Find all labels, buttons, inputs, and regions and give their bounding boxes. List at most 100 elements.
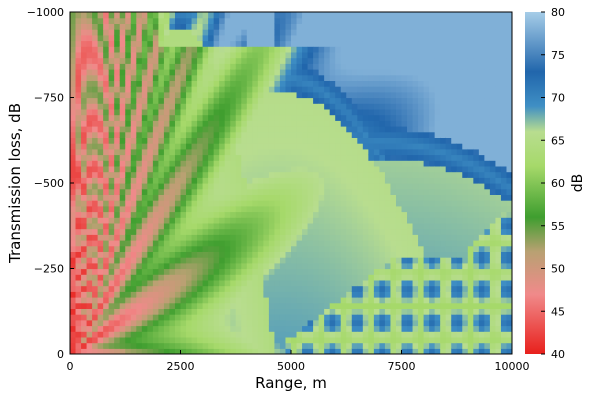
heatmap-cell <box>180 154 187 161</box>
heatmap-cell <box>119 120 126 127</box>
heatmap-cell <box>440 57 447 64</box>
heatmap-cell <box>285 331 292 338</box>
heatmap-cell <box>373 137 381 144</box>
heatmap-cell <box>285 69 292 76</box>
heatmap-cell <box>291 34 298 42</box>
heatmap-cell <box>174 29 182 36</box>
heatmap-cell <box>489 29 497 36</box>
heatmap-cell <box>114 205 121 213</box>
heatmap-cell <box>467 103 474 110</box>
heatmap-cell <box>401 143 408 150</box>
heatmap-cell <box>180 240 187 247</box>
heatmap-cell <box>506 137 512 144</box>
heatmap-cell <box>241 137 248 144</box>
heatmap-cell <box>197 245 204 252</box>
heatmap-cell <box>81 285 88 292</box>
heatmap-cell <box>500 126 508 133</box>
heatmap-cell <box>246 297 253 304</box>
heatmap-cell <box>484 148 491 156</box>
heatmap-cell <box>136 57 143 64</box>
heatmap-cell <box>340 80 347 87</box>
heatmap-cell <box>296 262 303 270</box>
heatmap-cell <box>445 137 452 144</box>
heatmap-cell <box>445 80 452 87</box>
heatmap-cell <box>307 285 314 292</box>
heatmap-cell <box>114 137 121 144</box>
heatmap-cell <box>136 222 143 230</box>
heatmap-cell <box>279 126 287 133</box>
heatmap-cell <box>346 17 353 24</box>
heatmap-cell <box>467 240 474 247</box>
heatmap-cell <box>213 57 220 64</box>
heatmap-cell <box>197 257 204 264</box>
heatmap-cell <box>373 69 381 76</box>
heatmap-cell <box>125 325 132 332</box>
heatmap-cell <box>252 63 259 70</box>
heatmap-cell <box>125 165 132 173</box>
heatmap-cell <box>180 17 187 24</box>
heatmap-cell <box>506 325 512 332</box>
heatmap-cell <box>373 297 381 304</box>
heatmap-cell <box>224 177 231 184</box>
heatmap-cell <box>401 165 408 173</box>
heatmap-cell <box>384 285 392 292</box>
heatmap-cell <box>456 29 463 36</box>
heatmap-cell <box>208 120 215 127</box>
heatmap-cell <box>235 120 242 127</box>
heatmap-cell <box>489 46 497 53</box>
heatmap-cell <box>147 336 154 344</box>
heatmap-cell <box>489 108 497 116</box>
heatmap-cell <box>318 336 325 344</box>
heatmap-cell <box>489 279 497 287</box>
heatmap-cell <box>445 257 452 264</box>
heatmap-cell <box>108 279 115 287</box>
heatmap-cell <box>235 234 242 241</box>
heatmap-cell <box>274 137 281 144</box>
heatmap-cell <box>395 228 403 235</box>
heatmap-cell <box>429 262 436 270</box>
heatmap-cell <box>462 17 469 24</box>
heatmap-cell <box>307 183 314 190</box>
heatmap-cell <box>412 40 419 47</box>
heatmap-cell <box>97 108 104 116</box>
heatmap-cell <box>318 23 325 30</box>
heatmap-cell <box>224 160 231 167</box>
heatmap-cell <box>213 240 220 247</box>
heatmap-cell <box>329 165 336 173</box>
heatmap-cell <box>274 274 281 281</box>
heatmap-cell <box>456 285 463 292</box>
heatmap-cell <box>335 46 342 53</box>
heatmap-cell <box>462 342 469 349</box>
heatmap-cell <box>136 148 143 156</box>
heatmap-cell <box>467 160 474 167</box>
heatmap-cell <box>274 165 281 173</box>
heatmap-cell <box>119 160 126 167</box>
heatmap-cell <box>174 12 182 19</box>
heatmap-cell <box>418 148 425 156</box>
heatmap-cell <box>186 171 193 178</box>
heatmap-cell <box>274 126 281 133</box>
heatmap-cell <box>119 348 126 354</box>
heatmap-cell <box>219 40 226 47</box>
heatmap-cell <box>384 228 392 235</box>
heatmap-cell <box>241 308 248 315</box>
heatmap-cell <box>429 131 436 138</box>
heatmap-cell <box>263 126 270 133</box>
heatmap-cell <box>500 200 508 207</box>
heatmap-cell <box>268 57 276 64</box>
heatmap-cell <box>473 103 480 110</box>
heatmap-cell <box>395 74 403 81</box>
heatmap-cell <box>174 234 182 241</box>
heatmap-cell <box>202 51 209 59</box>
heatmap-cell <box>180 325 187 332</box>
heatmap-cell <box>147 240 154 247</box>
heatmap-cell <box>500 245 508 252</box>
heatmap-cell <box>219 29 226 36</box>
heatmap-cell <box>429 143 436 150</box>
heatmap-cell <box>219 222 226 230</box>
heatmap-cell <box>147 257 154 264</box>
heatmap-cell <box>263 314 270 321</box>
heatmap-cell <box>147 46 154 53</box>
heatmap-cell <box>335 148 342 156</box>
heatmap-cell <box>313 148 320 156</box>
